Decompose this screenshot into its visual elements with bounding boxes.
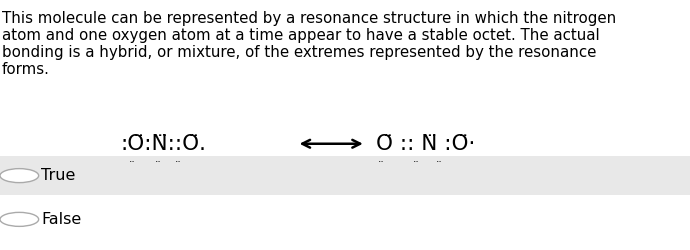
Text: False: False	[41, 212, 81, 227]
Text: ··: ··	[128, 157, 135, 167]
Text: atom and one oxygen atom at a time appear to have a stable octet. The actual: atom and one oxygen atom at a time appea…	[2, 28, 600, 43]
Bar	[0, 200, 690, 239]
Text: :Ö:N̈::Ö.: :Ö:N̈::Ö.	[121, 134, 207, 154]
Text: Ö :: N̈ :Ö·: Ö :: N̈ :Ö·	[376, 134, 475, 154]
Text: True: True	[41, 168, 76, 183]
Text: This molecule can be represented by a resonance structure in which the nitrogen: This molecule can be represented by a re…	[2, 11, 616, 26]
Text: ··: ··	[378, 157, 385, 167]
Circle shape	[0, 168, 39, 182]
Text: forms.: forms.	[2, 62, 50, 77]
Circle shape	[0, 212, 39, 226]
Text: ··: ··	[435, 157, 442, 167]
Text: ··: ··	[175, 157, 181, 167]
Bar	[0, 156, 690, 195]
Text: ··: ··	[155, 157, 161, 167]
Text: ··: ··	[413, 157, 420, 167]
Text: bonding is a hybrid, or mixture, of the extremes represented by the resonance: bonding is a hybrid, or mixture, of the …	[2, 45, 596, 60]
